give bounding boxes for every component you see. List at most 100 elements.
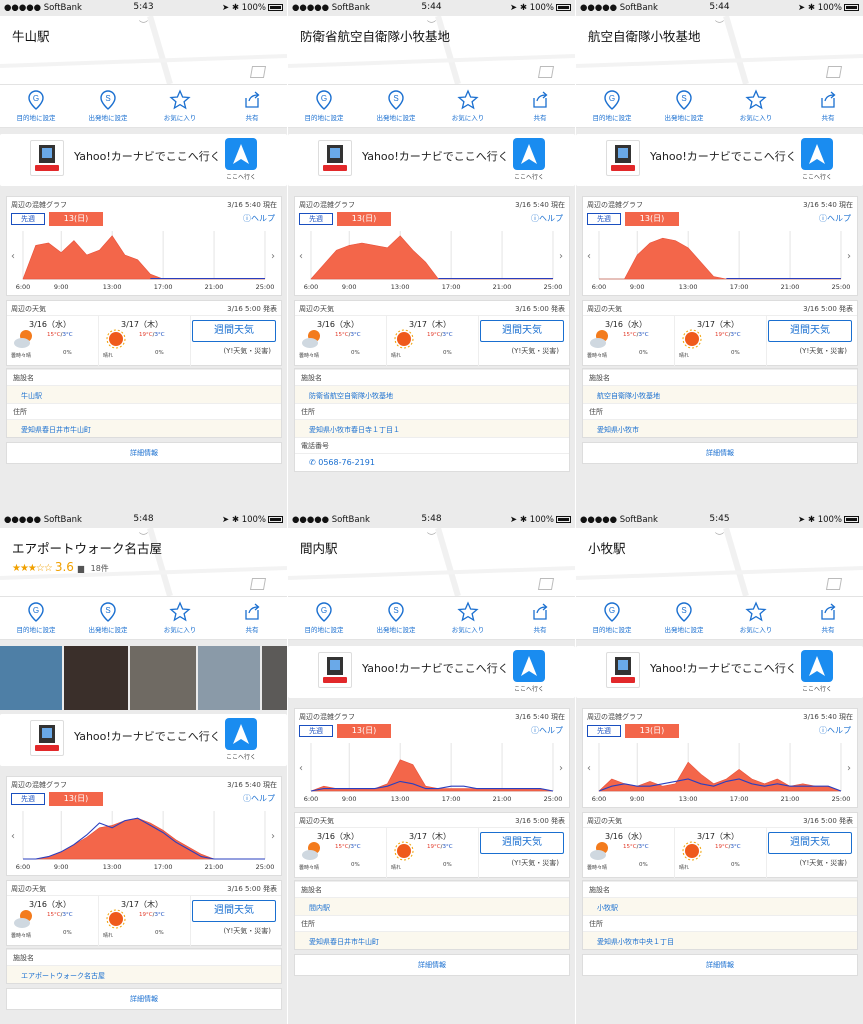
share-button[interactable]: 共有 (510, 601, 570, 634)
weekly-weather-button[interactable]: 週間天気 (768, 320, 852, 342)
detail-info-button[interactable]: 詳細情報 (294, 954, 570, 976)
chart-prev-chevron-icon[interactable]: ‹ (587, 251, 591, 262)
rating[interactable]: ★★★☆☆ 3.6 ▆ 18件 (12, 560, 109, 574)
address-value[interactable]: 愛知県小牧市中央１丁目 (583, 931, 857, 949)
share-button[interactable]: 共有 (798, 601, 858, 634)
facility-name[interactable]: 航空自衛隊小牧基地 (583, 385, 857, 403)
place-photo[interactable] (198, 646, 260, 710)
map-layers-icon[interactable] (537, 66, 555, 78)
share-button[interactable]: 共有 (510, 89, 570, 122)
navigate-arrow-icon[interactable] (513, 138, 545, 170)
current-day-tab[interactable]: 13(日) (49, 212, 103, 226)
drawer-handle-icon[interactable]: ︶ (138, 21, 148, 31)
detail-info-button[interactable]: 詳細情報 (582, 954, 858, 976)
help-link[interactable]: ⓘヘルプ (531, 725, 563, 736)
facility-name[interactable]: 小牧駅 (583, 897, 857, 915)
set-destination-button[interactable]: G 目的地に設定 (582, 89, 642, 122)
facility-name[interactable]: 間内駅 (295, 897, 569, 915)
car-navi-banner[interactable]: Yahoo!カーナビでここへ行く ここへ行く (288, 134, 575, 186)
map-background[interactable] (0, 16, 287, 84)
car-navi-banner[interactable]: Yahoo!カーナビでここへ行く ここへ行く (576, 134, 863, 186)
chart-next-chevron-icon[interactable]: › (271, 251, 275, 262)
drawer-handle-icon[interactable]: ︶ (426, 533, 436, 543)
car-navi-banner[interactable]: Yahoo!カーナビでここへ行く ここへ行く (0, 714, 287, 766)
detail-info-button[interactable]: 詳細情報 (6, 988, 282, 1010)
set-destination-button[interactable]: G 目的地に設定 (6, 601, 66, 634)
navigate-arrow-icon[interactable] (513, 650, 545, 682)
set-origin-button[interactable]: S 出発地に設定 (654, 89, 714, 122)
chart-prev-chevron-icon[interactable]: ‹ (587, 763, 591, 774)
help-link[interactable]: ⓘヘルプ (531, 213, 563, 224)
set-destination-button[interactable]: G 目的地に設定 (582, 601, 642, 634)
navigate-arrow-icon[interactable] (801, 138, 833, 170)
weekly-weather-button[interactable]: 週間天気 (480, 320, 564, 342)
navigate-arrow-icon[interactable] (801, 650, 833, 682)
chart-next-chevron-icon[interactable]: › (271, 831, 275, 842)
last-week-tab[interactable]: 先週 (11, 793, 45, 805)
map-layers-icon[interactable] (825, 578, 843, 590)
drawer-handle-icon[interactable]: ︶ (426, 21, 436, 31)
place-photo[interactable] (262, 646, 287, 710)
detail-info-button[interactable]: 詳細情報 (582, 442, 858, 464)
address-value[interactable]: 愛知県春日井市牛山町 (295, 931, 569, 949)
map-background[interactable] (576, 528, 863, 596)
map-layers-icon[interactable] (537, 578, 555, 590)
map-layers-icon[interactable] (825, 66, 843, 78)
set-origin-button[interactable]: S 出発地に設定 (366, 601, 426, 634)
last-week-tab[interactable]: 先週 (11, 213, 45, 225)
share-button[interactable]: 共有 (222, 601, 282, 634)
phone-link[interactable]: ✆ 0568-76-2191 (295, 453, 569, 471)
set-destination-button[interactable]: G 目的地に設定 (6, 89, 66, 122)
address-value[interactable]: 愛知県小牧市 (583, 419, 857, 437)
detail-info-button[interactable]: 詳細情報 (6, 442, 282, 464)
chart-next-chevron-icon[interactable]: › (559, 763, 563, 774)
current-day-tab[interactable]: 13(日) (625, 724, 679, 738)
map-layers-icon[interactable] (249, 578, 267, 590)
current-day-tab[interactable]: 13(日) (49, 792, 103, 806)
last-week-tab[interactable]: 先週 (587, 213, 621, 225)
chart-prev-chevron-icon[interactable]: ‹ (11, 251, 15, 262)
facility-name[interactable]: 牛山駅 (7, 385, 281, 403)
navigate-arrow-icon[interactable] (225, 138, 257, 170)
place-photo[interactable] (130, 646, 196, 710)
weekly-weather-button[interactable]: 週間天気 (192, 900, 276, 922)
favorite-button[interactable]: お気に入り (726, 89, 786, 122)
address-value[interactable]: 愛知県小牧市春日寺１丁目１ (295, 419, 569, 437)
map-background[interactable] (288, 528, 575, 596)
weekly-weather-button[interactable]: 週間天気 (768, 832, 852, 854)
favorite-button[interactable]: お気に入り (150, 89, 210, 122)
place-photo[interactable] (64, 646, 128, 710)
chart-next-chevron-icon[interactable]: › (559, 251, 563, 262)
car-navi-banner[interactable]: Yahoo!カーナビでここへ行く ここへ行く (576, 646, 863, 698)
drawer-handle-icon[interactable]: ︶ (714, 21, 724, 31)
help-link[interactable]: ⓘヘルプ (243, 213, 275, 224)
current-day-tab[interactable]: 13(日) (337, 212, 391, 226)
set-origin-button[interactable]: S 出発地に設定 (654, 601, 714, 634)
favorite-button[interactable]: お気に入り (438, 89, 498, 122)
map-background[interactable] (0, 528, 287, 596)
weekly-weather-button[interactable]: 週間天気 (480, 832, 564, 854)
share-button[interactable]: 共有 (798, 89, 858, 122)
favorite-button[interactable]: お気に入り (438, 601, 498, 634)
chart-next-chevron-icon[interactable]: › (847, 251, 851, 262)
set-origin-button[interactable]: S 出発地に設定 (78, 89, 138, 122)
help-link[interactable]: ⓘヘルプ (243, 793, 275, 804)
share-button[interactable]: 共有 (222, 89, 282, 122)
chart-next-chevron-icon[interactable]: › (847, 763, 851, 774)
map-layers-icon[interactable] (249, 66, 267, 78)
drawer-handle-icon[interactable]: ︶ (714, 533, 724, 543)
favorite-button[interactable]: お気に入り (726, 601, 786, 634)
favorite-button[interactable]: お気に入り (150, 601, 210, 634)
photo-strip[interactable] (0, 646, 287, 710)
car-navi-banner[interactable]: Yahoo!カーナビでここへ行く ここへ行く (288, 646, 575, 698)
last-week-tab[interactable]: 先週 (299, 725, 333, 737)
chart-prev-chevron-icon[interactable]: ‹ (11, 831, 15, 842)
map-background[interactable] (576, 16, 863, 84)
current-day-tab[interactable]: 13(日) (625, 212, 679, 226)
drawer-handle-icon[interactable]: ︶ (138, 533, 148, 543)
set-origin-button[interactable]: S 出発地に設定 (78, 601, 138, 634)
current-day-tab[interactable]: 13(日) (337, 724, 391, 738)
car-navi-banner[interactable]: Yahoo!カーナビでここへ行く ここへ行く (0, 134, 287, 186)
set-destination-button[interactable]: G 目的地に設定 (294, 89, 354, 122)
help-link[interactable]: ⓘヘルプ (819, 213, 851, 224)
